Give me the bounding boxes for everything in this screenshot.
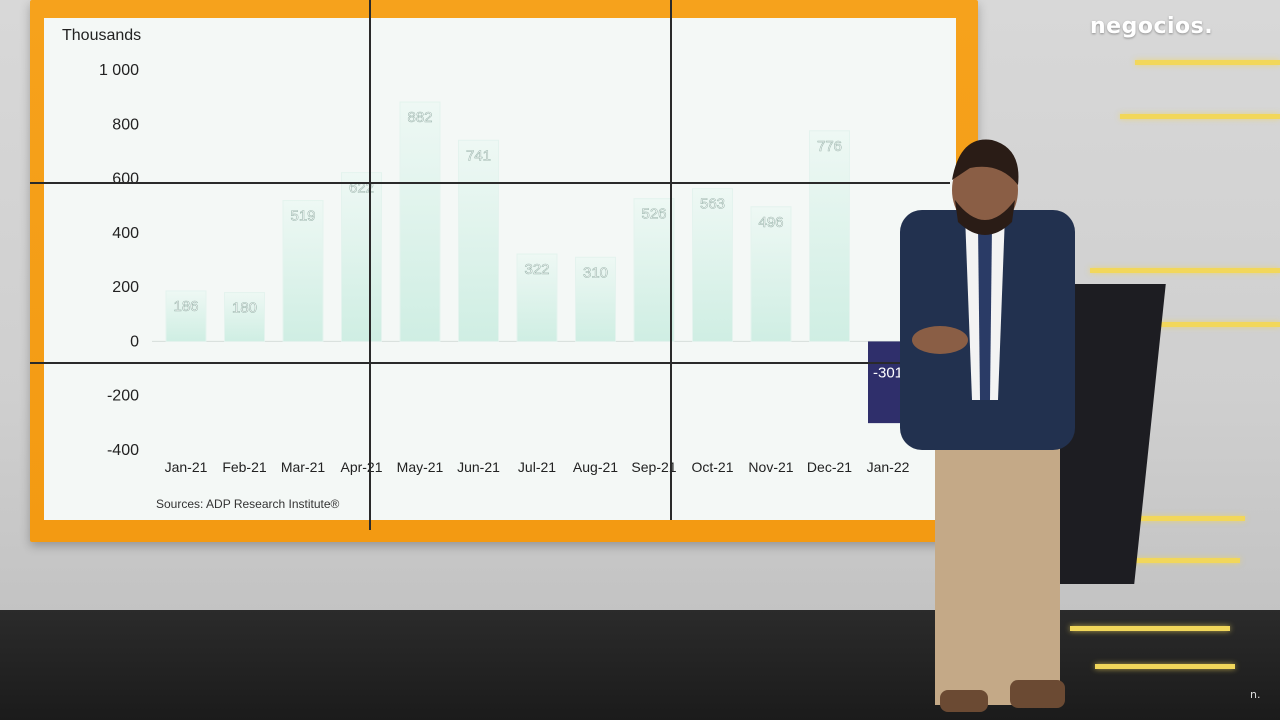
bar-value-label: 563: [700, 196, 725, 213]
bar-mar-21: [282, 200, 324, 342]
y-tick-label: 400: [112, 225, 139, 242]
wall-seam-vertical-2: [670, 0, 672, 520]
light-strip: [1135, 60, 1280, 65]
y-tick-label: 1 000: [99, 62, 139, 79]
bar-sep-21: [633, 198, 675, 342]
y-tick-label: 0: [130, 333, 139, 350]
x-tick-label: Jan-21: [165, 459, 208, 475]
chart-panel: 1 000 800 600 400 200 0 -200 -400 186 Jan-21 180 F…: [44, 18, 956, 520]
bar-may-21: [399, 101, 441, 342]
bar-value-label: 519: [290, 208, 315, 225]
x-tick-label: Oct-21: [691, 459, 733, 475]
bar-value-label: 310: [583, 264, 608, 281]
bar-nov-21: [750, 206, 792, 342]
bar-value-label: 496: [758, 214, 783, 231]
chart-source-note: Sources: ADP Research Institute®: [156, 497, 340, 511]
bar-feb-21: [224, 292, 265, 342]
x-tick-label: Aug-21: [573, 459, 618, 475]
x-tick-label: Dec-21: [807, 459, 852, 475]
bar-value-label: -301: [873, 364, 903, 381]
light-strip: [1140, 322, 1280, 327]
bar-jun-21: [458, 139, 499, 342]
bar-value-label: 180: [232, 300, 257, 317]
corner-watermark: n.: [1250, 688, 1261, 701]
x-tick-label: Feb-21: [222, 459, 267, 475]
bar-apr-21: [341, 172, 382, 342]
light-strip: [1095, 558, 1240, 563]
wall-seam-horizontal-1: [30, 182, 950, 184]
light-strip: [1070, 626, 1230, 631]
bar-jan-21: [165, 290, 207, 342]
wall-seam-horizontal-2: [30, 362, 950, 364]
x-tick-label: Sep-21: [631, 459, 676, 475]
bar-chart: 1 000 800 600 400 200 0 -200 -400 186 Jan-21 180 F…: [62, 27, 944, 511]
bar-aug-21: [575, 256, 616, 342]
x-tick-label: Jan-22: [867, 459, 910, 475]
y-tick-label: -200: [107, 388, 139, 405]
wall-seam-vertical-1: [369, 0, 371, 530]
x-tick-label: Jul-21: [518, 459, 556, 475]
bar-value-label: 322: [524, 261, 549, 278]
studio-floor: [0, 610, 1280, 720]
y-tick-label: 200: [112, 279, 139, 296]
y-tick-label: 800: [112, 116, 139, 133]
bar-jul-21: [516, 253, 558, 342]
bar-value-label: 741: [466, 147, 491, 164]
bar-value-label: 882: [407, 109, 432, 126]
channel-logo: negocios.: [1090, 14, 1214, 39]
light-strip: [1095, 664, 1235, 669]
light-strip: [1120, 114, 1280, 119]
x-tick-label: Jun-21: [457, 459, 500, 475]
light-strip: [1100, 516, 1245, 521]
x-tick-label: May-21: [397, 459, 444, 475]
x-tick-label: Nov-21: [748, 459, 793, 475]
y-axis-unit-label: Thousands: [62, 27, 141, 44]
bar-dec-21: [809, 130, 850, 342]
bar-value-label: 526: [641, 206, 666, 223]
x-tick-label: Mar-21: [281, 459, 326, 475]
y-tick-label: -400: [107, 442, 139, 459]
presenter-figure: [900, 139, 1075, 712]
bar-value-label: 186: [173, 298, 198, 315]
light-strip: [1090, 268, 1280, 273]
y-tick-label: 600: [112, 171, 139, 188]
bar-oct-21: [692, 188, 733, 342]
x-tick-label: Apr-21: [340, 459, 382, 475]
bar-value-label: 776: [817, 138, 842, 155]
